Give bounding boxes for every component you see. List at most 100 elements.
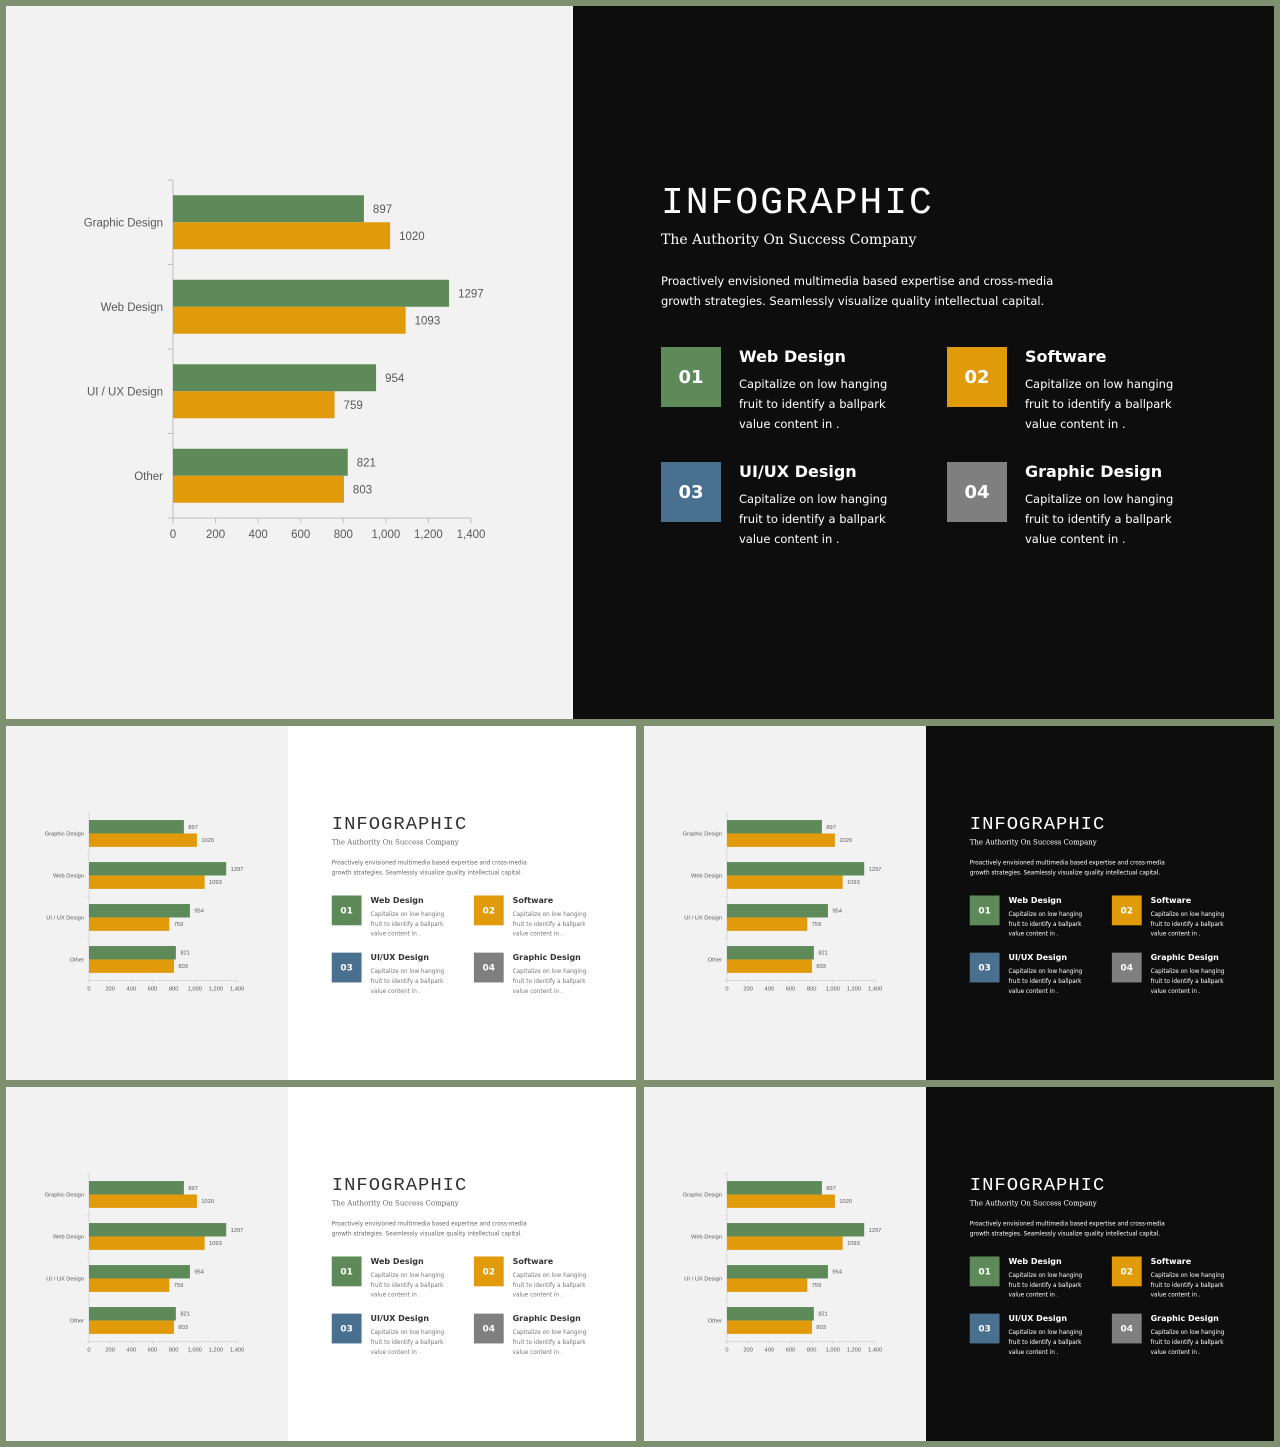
x-tick-label: 1,200 [209,1347,223,1353]
x-tick-label: 1,400 [457,529,486,541]
data-label: 1093 [209,880,222,886]
x-tick-label: 200 [105,986,115,992]
x-tick-label: 0 [725,1347,728,1353]
feature-description: Capitalize on low hanging fruit to ident… [1008,1328,1083,1356]
data-label: 1297 [231,1228,244,1234]
feature-graphic-design: 04 Graphic Design Capitalize on low hang… [947,462,1217,562]
thumbnail-slide-light-2[interactable]: Graphic Design 897 1020 Web Design 1297 1093 U… [6,1087,636,1441]
x-tick-label: 1,400 [230,986,244,992]
category-label: Graphic Design [45,1192,84,1198]
x-tick-label: 1,000 [826,1347,840,1353]
feature-title: Graphic Design [1150,952,1219,963]
feature-software: 02 Software Capitalize on low hanging fr… [473,895,608,945]
x-tick-label: 400 [127,1347,137,1353]
feature-description: Capitalize on low hanging fruit to ident… [370,910,445,938]
x-tick-label: 600 [786,1347,796,1353]
bar [173,306,406,334]
category-label: Graphic Design [45,831,84,837]
x-tick-label: 0 [170,529,176,541]
thumbnail-slide-dark-1[interactable]: Graphic Design 897 1020 Web Design 1297 1093 U… [644,726,1274,1080]
feature-number-badge: 01 [969,895,1000,926]
category-label: Graphic Design [84,217,163,229]
slide-content: INFOGRAPHIC The Authority On Success Com… [288,1087,636,1441]
x-tick-label: 1,000 [188,1347,202,1353]
x-tick-label: 800 [334,529,353,541]
bar [726,1236,843,1250]
chart-panel: Graphic Design 897 1020 Web Design 1297 1093 U… [644,726,926,1080]
feature-number-badge: 03 [331,952,362,983]
bar-chart: Graphic Design 897 1020 Web Design 1297 1093 U… [84,179,486,541]
feature-description: Capitalize on low hanging fruit to ident… [370,967,445,995]
feature-number-badge: 01 [661,347,721,407]
feature-ui-ux-design: 03 UI/UX Design Capitalize on low hangin… [331,952,466,1003]
bar [726,1223,865,1237]
bar [173,448,348,476]
data-label: 803 [816,1325,826,1331]
data-label: 954 [832,909,842,915]
slide-subtitle: The Authority On Success Company [331,838,459,847]
x-tick-label: 1,400 [868,1347,882,1353]
feature-title: Web Design [1008,1256,1062,1266]
data-label: 1093 [847,880,860,886]
feature-number-badge: 02 [1111,895,1142,926]
bar [726,959,812,973]
feature-number-badge: 01 [331,1256,362,1287]
x-tick-label: 200 [743,1347,753,1353]
category-label: Other [708,1318,722,1324]
feature-title: UI/UX Design [1008,1313,1067,1324]
chart-panel: Graphic Design 897 1020 Web Design 1297 1093 U… [6,1087,288,1441]
feature-description: Capitalize on low hanging fruit to ident… [1008,1271,1083,1299]
feature-number-badge: 04 [1111,952,1142,983]
feature-number-badge: 04 [1111,1313,1142,1344]
bar [88,1223,227,1237]
feature-number-badge: 03 [331,1313,362,1344]
x-tick-label: 1,200 [209,986,223,992]
feature-number-badge: 02 [1111,1256,1142,1287]
category-label: Other [70,1318,84,1324]
bar [173,279,450,307]
x-tick-label: 800 [807,1347,817,1353]
data-label: 821 [818,1312,828,1318]
feature-ui-ux-design: 03 UI/UX Design Capitalize on low hangin… [969,952,1104,1003]
x-tick-label: 800 [169,986,179,992]
feature-number-badge: 01 [331,895,362,926]
feature-number-badge: 03 [969,952,1000,983]
feature-number-badge: 04 [473,952,504,983]
bar-chart: Graphic Design 897 1020 Web Design 1297 1093 U… [683,812,882,992]
data-label: 1020 [839,1199,852,1205]
feature-description: Capitalize on low hanging fruit to ident… [1150,967,1225,995]
data-label: 821 [357,457,376,469]
bar [88,1194,197,1208]
data-label: 1093 [209,1241,222,1247]
feature-title: Software [512,895,554,905]
slide-description: Proactively envisioned multimedia based … [331,1220,527,1238]
bar [88,1307,176,1321]
x-tick-label: 200 [206,529,225,541]
category-label: Web Design [53,873,84,879]
x-tick-label: 400 [249,529,268,541]
x-tick-label: 800 [169,1347,179,1353]
feature-title: UI/UX Design [739,462,857,481]
feature-title: Web Design [1008,895,1062,905]
feature-number-badge: 03 [661,462,721,522]
text-panel: INFOGRAPHIC The Authority On Success Com… [288,1087,636,1441]
x-tick-label: 200 [743,986,753,992]
bar-chart: Graphic Design 897 1020 Web Design 1297 1093 U… [683,1173,882,1353]
slide-title: INFOGRAPHIC [331,813,468,835]
slide-content: INFOGRAPHIC The Authority On Success Com… [288,726,636,1080]
data-label: 803 [178,964,188,970]
feature-ui-ux-design: 03 UI/UX Design Capitalize on low hangin… [969,1313,1104,1364]
bar [88,917,170,931]
feature-description: Capitalize on low hanging fruit to ident… [370,1328,445,1356]
feature-description: Capitalize on low hanging fruit to ident… [512,967,587,995]
category-label: Other [134,471,163,483]
feature-description: Capitalize on low hanging fruit to ident… [1025,492,1174,546]
thumbnail-slide-dark-2[interactable]: Graphic Design 897 1020 Web Design 1297 1093 U… [644,1087,1274,1441]
x-tick-label: 0 [87,986,90,992]
thumbnail-slide-light-1[interactable]: Graphic Design 897 1020 Web Design 1297 1093 U… [6,726,636,1080]
feature-number-badge: 02 [947,347,1007,407]
category-label: UI / UX Design [46,915,84,921]
feature-description: Capitalize on low hanging fruit to ident… [1150,1328,1225,1356]
x-tick-label: 0 [87,1347,90,1353]
slide-subtitle: The Authority On Success Company [969,1199,1097,1208]
